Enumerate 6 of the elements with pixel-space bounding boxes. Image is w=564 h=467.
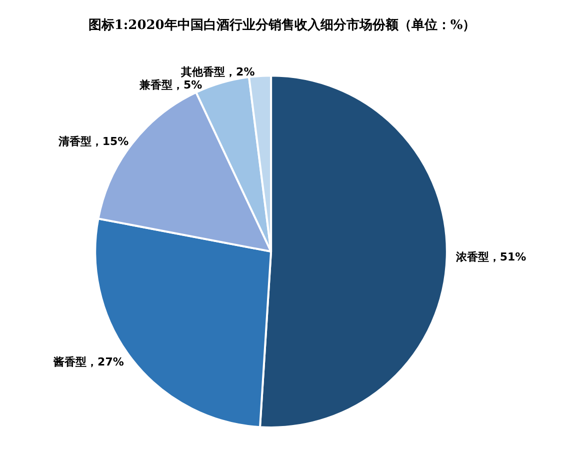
slice-label: 其他香型，2%: [180, 66, 255, 79]
slice-label: 浓香型，51%: [454, 250, 526, 264]
chart-title: 图标1:2020年中国白酒行业分销售收入细分市场份额（单位：%）: [88, 17, 476, 33]
slice-label: 兼香型，5%: [138, 78, 202, 92]
slice-label: 清香型，15%: [57, 134, 129, 148]
slice-label: 酱香型，27%: [52, 355, 124, 368]
